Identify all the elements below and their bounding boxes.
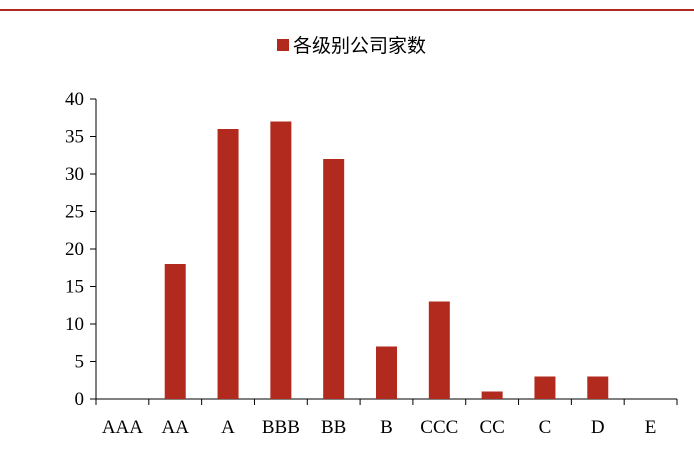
x-tick-label: CCC <box>420 417 458 438</box>
bar-aa <box>165 264 186 399</box>
legend-swatch <box>277 39 289 51</box>
bar-ccc <box>429 302 450 400</box>
x-tick-label: AAA <box>102 417 143 438</box>
x-tick-label: BBB <box>262 417 300 438</box>
x-tick-label: AA <box>162 417 190 438</box>
x-tick-label: CC <box>479 417 504 438</box>
y-tick-label: 25 <box>65 202 84 223</box>
y-tick-label: 15 <box>65 277 84 298</box>
x-tick-label: BB <box>321 417 346 438</box>
bar-cc <box>482 392 503 400</box>
y-tick-label: 10 <box>65 314 84 335</box>
y-tick-label: 0 <box>75 389 85 410</box>
bar-a <box>218 129 239 399</box>
x-tick-label: D <box>591 417 605 438</box>
bar-bb <box>323 159 344 399</box>
y-tick-label: 20 <box>65 239 84 260</box>
bar-bbb <box>270 122 291 400</box>
x-axis: AAA AA A BBB BB B CCC CC C D E <box>96 399 677 438</box>
bars <box>165 122 609 400</box>
x-tick-label: C <box>539 417 552 438</box>
legend-label: 各级别公司家数 <box>293 35 426 57</box>
bar-b <box>376 347 397 400</box>
legend: 各级别公司家数 <box>277 35 426 57</box>
y-tick-label: 35 <box>65 127 84 148</box>
y-tick-label: 5 <box>75 352 85 373</box>
bar-c <box>534 377 555 400</box>
y-tick-label: 40 <box>65 89 84 110</box>
bar-d <box>587 377 608 400</box>
y-tick-label: 30 <box>65 164 84 185</box>
y-axis: 0 5 10 15 20 25 30 35 40 <box>65 89 96 410</box>
x-tick-label: E <box>645 417 657 438</box>
x-tick-label: A <box>221 417 235 438</box>
x-tick-label: B <box>380 417 393 438</box>
